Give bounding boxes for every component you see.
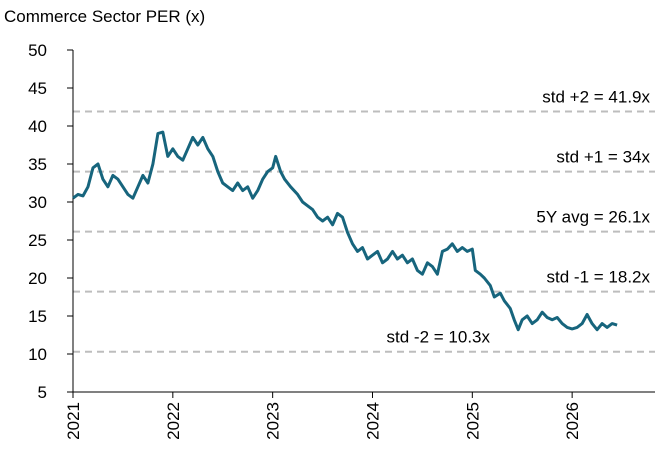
x-tick-label: 2026 [563, 402, 582, 440]
x-tick-label: 2022 [164, 402, 183, 440]
y-tick-label: 10 [28, 345, 47, 364]
x-tick-label: 2025 [463, 402, 482, 440]
x-tick-label: 2024 [363, 402, 382, 440]
y-tick-label: 45 [28, 79, 47, 98]
reference-label: std -1 = 18.2x [547, 268, 651, 287]
y-tick-label: 20 [28, 269, 47, 288]
y-tick-label: 35 [28, 155, 47, 174]
chart-title: Commerce Sector PER (x) [4, 7, 205, 26]
x-tick-label: 2021 [64, 402, 83, 440]
y-tick-label: 40 [28, 117, 47, 136]
x-tick-label: 2023 [264, 402, 283, 440]
line [72, 130, 618, 332]
y-tick-label: 15 [28, 307, 47, 326]
reference-label: std -2 = 10.3x [387, 328, 491, 347]
y-tick-label: 5 [38, 383, 47, 402]
reference-label: std +2 = 41.9x [542, 88, 650, 107]
reference-label: 5Y avg = 26.1x [536, 208, 650, 227]
y-tick-label: 25 [28, 231, 47, 250]
y-tick-label: 50 [28, 41, 47, 60]
reference-label: std +1 = 34x [556, 148, 650, 167]
y-tick-label: 30 [28, 193, 47, 212]
